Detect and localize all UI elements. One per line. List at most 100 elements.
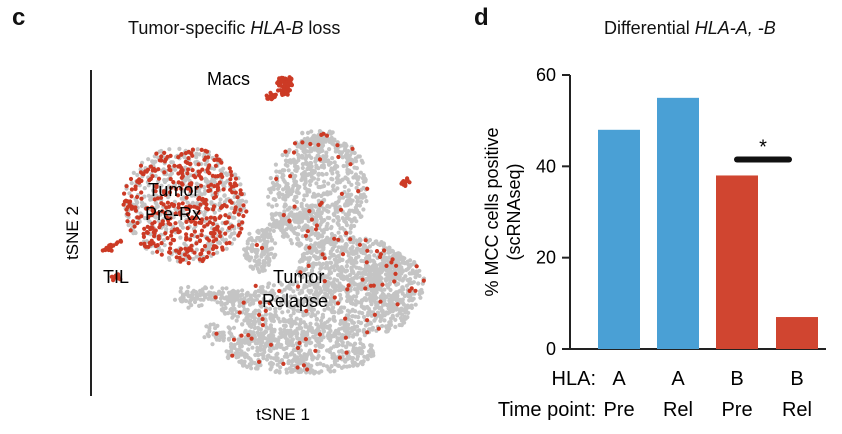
tsne-point-negative — [185, 175, 190, 180]
category-time-label: Rel — [663, 399, 693, 421]
tsne-point-negative — [139, 200, 145, 205]
tsne-point-negative — [287, 192, 292, 197]
tsne-point-negative — [284, 153, 289, 158]
tsne-point-negative — [342, 184, 347, 189]
tsne-point-negative — [275, 186, 281, 191]
tsne-point-negative — [166, 255, 172, 260]
tsne-point-negative — [308, 238, 313, 243]
tsne-point-negative — [300, 227, 305, 232]
tsne-point-negative — [169, 160, 174, 165]
tsne-point-negative — [349, 182, 354, 187]
tsne-point-negative — [283, 197, 288, 202]
tsne-point-negative — [325, 215, 330, 220]
tsne-point-negative — [168, 173, 173, 178]
tsne-point-negative — [306, 188, 312, 193]
tsne-point-negative — [308, 171, 313, 177]
tsne-point-negative — [191, 256, 196, 262]
tsne-point-negative — [244, 199, 249, 204]
tsne-point-negative — [309, 231, 314, 237]
tsne-point-negative — [281, 187, 286, 192]
tsne-point-negative — [274, 169, 279, 174]
tsne-point-negative — [315, 193, 320, 198]
tsne-point-negative — [273, 162, 278, 167]
tsne-point-negative — [314, 181, 319, 186]
tsne-point-negative — [352, 165, 357, 170]
tsne-point-negative — [336, 222, 341, 227]
tsne-point-negative — [347, 153, 353, 158]
tsne-point-negative — [270, 180, 275, 185]
bar-b-pre — [716, 175, 758, 349]
tsne-point-negative — [340, 226, 345, 231]
tsne-point-negative — [300, 155, 305, 160]
y-tick-label: 20 — [536, 248, 556, 268]
tsne-point-negative — [291, 183, 296, 189]
tsne-point-negative — [330, 184, 335, 189]
category-time-label: Rel — [782, 399, 812, 421]
tsne-point-negative — [330, 156, 335, 161]
category-hla-label: A — [612, 368, 626, 390]
tsne-point-negative — [135, 200, 140, 205]
tsne-point-negative — [316, 177, 321, 182]
tsne-point-negative — [167, 147, 172, 152]
tsne-point-negative — [316, 147, 321, 152]
tsne-point-negative — [316, 244, 321, 249]
y-tick-label: 0 — [546, 339, 556, 359]
tsne-point-negative — [360, 160, 365, 165]
tsne-point-negative — [326, 158, 331, 163]
y-tick-label: 40 — [536, 156, 556, 176]
tsne-point-negative — [349, 170, 354, 175]
tsne-point-negative — [238, 182, 243, 187]
tsne-point-negative — [266, 202, 271, 207]
tsne-point-negative — [348, 230, 353, 235]
tsne-point-negative — [304, 160, 309, 165]
tsne-point-negative — [344, 163, 349, 168]
tsne-point-negative — [356, 182, 361, 187]
tsne-point-negative — [299, 177, 304, 183]
panel-c-letter: c — [12, 4, 26, 31]
tsne-point-negative — [177, 219, 182, 225]
tsne-point-negative — [212, 210, 217, 215]
tsne-point-negative — [353, 172, 358, 177]
tsne-point-negative — [150, 159, 155, 164]
tsne-point-negative — [229, 231, 234, 237]
tsne-point-negative — [284, 182, 289, 187]
tsne-point-negative — [295, 164, 300, 170]
tsne-point-negative — [352, 150, 357, 156]
tsne-point-negative — [292, 161, 298, 166]
tsne-point-negative — [354, 185, 359, 190]
tsne-point-negative — [142, 216, 148, 221]
bar-category-labels: A Pre A Rel B Pre B Rel — [603, 368, 812, 421]
tsne-point-negative — [202, 191, 207, 196]
panel-c-title: Tumor-specific HLA-B loss — [128, 18, 341, 38]
tsne-point-negative — [272, 197, 277, 202]
tsne-point-negative — [357, 195, 362, 200]
tsne-point-negative — [294, 199, 299, 205]
tsne-point-negative — [223, 180, 228, 185]
tsne-point-negative — [286, 168, 291, 173]
tsne-point-negative — [345, 160, 350, 165]
tsne-point-negative — [126, 223, 131, 228]
tsne-point-negative — [131, 170, 136, 175]
tsne-point-negative — [303, 176, 308, 182]
tsne-point-negative — [325, 226, 330, 232]
tsne-point-negative — [337, 196, 342, 201]
tsne-point-negative — [348, 226, 353, 231]
tsne-point-negative — [153, 159, 158, 164]
tsne-point-negative — [326, 209, 331, 214]
tsne-point-negative — [363, 176, 368, 181]
bar-rects — [598, 97, 818, 349]
tsne-point-negative — [192, 193, 197, 198]
tsne-point-negative — [304, 193, 309, 198]
tsne-point-negative — [324, 171, 329, 177]
tsne-point-negative — [324, 150, 329, 155]
tsne-point-negative — [276, 191, 281, 197]
tsne-point-negative — [322, 183, 327, 189]
tsne-point-negative — [357, 211, 362, 217]
tsne-point-negative — [271, 187, 276, 192]
tsne-point-negative — [127, 191, 132, 196]
tsne-point-negative — [195, 147, 200, 152]
tsne-point-negative — [322, 179, 327, 184]
tsne-point-negative — [341, 143, 346, 148]
